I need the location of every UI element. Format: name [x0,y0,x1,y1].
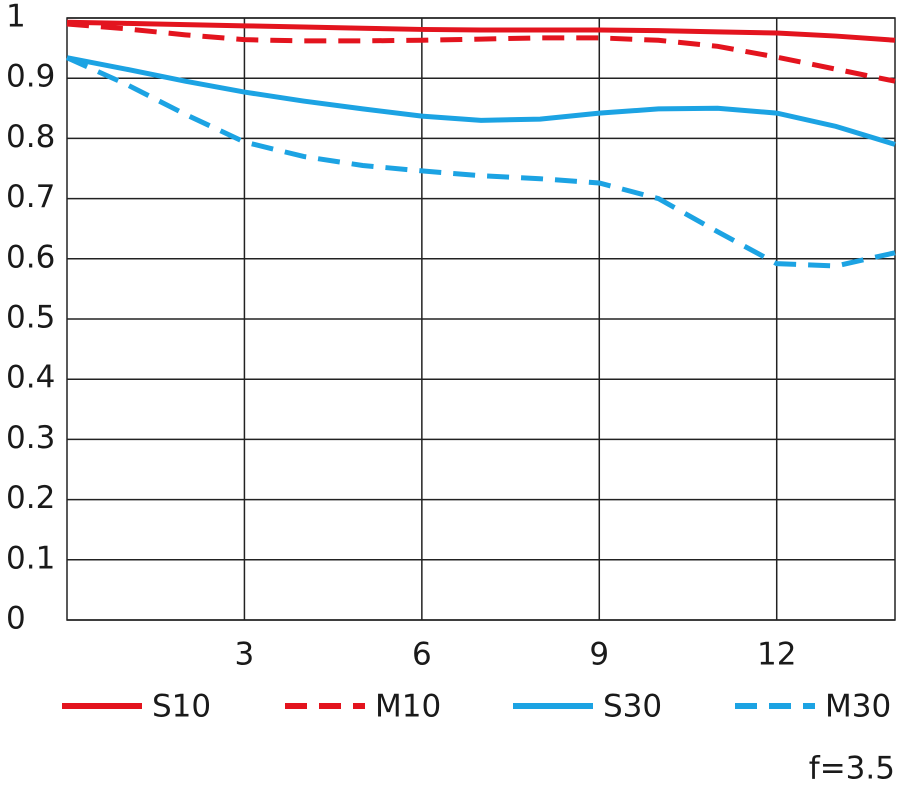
x-tick-label: 9 [589,637,609,673]
y-tick-label: 0.6 [6,239,55,275]
y-tick-label: 0.5 [6,300,55,336]
legend-label: S10 [152,689,211,725]
legend-label: M30 [825,689,891,725]
x-tick-label: 12 [757,637,796,673]
x-tick-label: 3 [235,637,255,673]
series-line [66,21,896,84]
series-line [66,19,896,43]
y-tick-label: 0 [6,601,26,637]
y-tick-label: 1 [6,0,26,35]
legend-label: S30 [603,689,662,725]
plot-frame [66,17,896,621]
x-tick-label: 6 [412,637,432,673]
annotation: f=3.5 [809,751,895,787]
y-tick-label: 0.7 [6,179,55,215]
y-tick-label: 0.8 [6,119,55,155]
series-line [65,55,896,269]
y-tick-label: 0.4 [6,360,55,396]
y-tick-label: 0.3 [6,420,55,456]
series-line [66,55,896,147]
y-tick-label: 0.9 [6,59,55,95]
y-tick-label: 0.2 [6,480,55,516]
y-tick-label: 0.1 [6,540,55,576]
legend-label: M10 [375,689,441,725]
